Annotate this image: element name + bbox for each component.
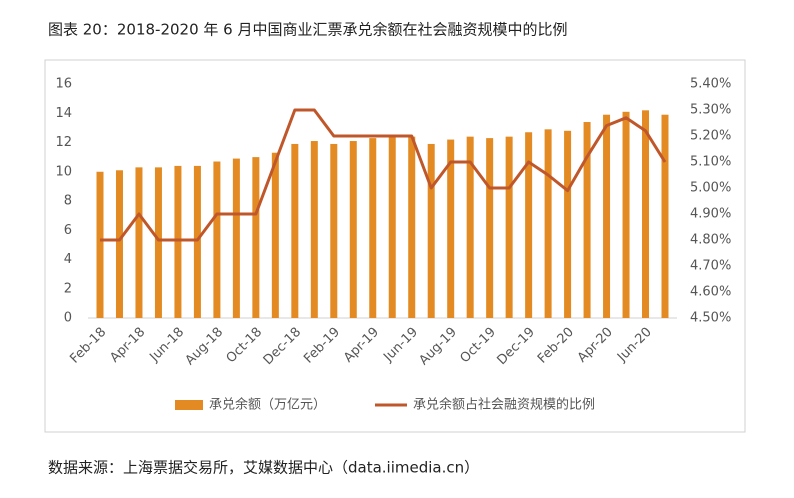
x-tick-label: Dec-18 bbox=[261, 325, 304, 368]
y-tick-label: 14 bbox=[55, 106, 72, 121]
bar bbox=[466, 136, 474, 318]
x-tick-label: Feb-18 bbox=[67, 325, 109, 367]
bar bbox=[486, 138, 494, 318]
bar bbox=[564, 130, 572, 318]
y-tick-label: 2 bbox=[64, 281, 72, 296]
bar bbox=[622, 111, 630, 318]
y2-tick-label: 5.30% bbox=[690, 103, 731, 118]
y-tick-label: 6 bbox=[64, 223, 72, 238]
bar bbox=[174, 165, 182, 318]
y-tick-label: 0 bbox=[64, 311, 72, 326]
x-tick-label: Jun-20 bbox=[614, 325, 655, 366]
legend-swatch bbox=[175, 400, 203, 410]
bar bbox=[642, 110, 650, 318]
x-tick-label: Aug-19 bbox=[416, 325, 460, 369]
bar bbox=[232, 158, 240, 318]
bar bbox=[505, 136, 513, 318]
bar bbox=[603, 114, 611, 319]
line bbox=[100, 108, 667, 242]
bar bbox=[369, 138, 377, 318]
y-tick-label: 10 bbox=[55, 164, 72, 179]
bar bbox=[330, 143, 338, 318]
plot-frame bbox=[44, 59, 746, 433]
legend-label: 承兑余额（万亿元） bbox=[209, 397, 326, 413]
y2-tick-label: 5.40% bbox=[690, 77, 731, 92]
x-tick-label: Apr-18 bbox=[107, 325, 148, 366]
bar bbox=[291, 143, 299, 318]
y2-tick-label: 4.80% bbox=[690, 233, 731, 248]
x-tick-label: Oct-19 bbox=[457, 325, 499, 367]
y-tick-label: 16 bbox=[55, 77, 72, 92]
x-tick-label: Dec-19 bbox=[495, 325, 538, 368]
bar bbox=[427, 143, 435, 318]
x-tick-label: Apr-19 bbox=[341, 325, 382, 366]
chart-title: 图表 20：2018-2020 年 6 月中国商业汇票承兑余额在社会融资规模中的… bbox=[48, 21, 567, 39]
bar bbox=[525, 132, 533, 318]
x-tick-label: Aug-18 bbox=[183, 325, 227, 369]
x-tick-label: Apr-20 bbox=[575, 325, 616, 366]
legend-label: 承兑余额占社会融资规模的比例 bbox=[413, 397, 595, 413]
bar bbox=[583, 122, 591, 319]
x-tick-label: Oct-18 bbox=[224, 325, 266, 367]
x-tick-label: Feb-20 bbox=[535, 325, 577, 367]
bar bbox=[193, 165, 201, 318]
bar bbox=[388, 136, 396, 318]
y2-tick-label: 5.10% bbox=[690, 155, 731, 170]
y2-tick-label: 4.90% bbox=[690, 207, 731, 222]
source-note: 数据来源：上海票据交易所，艾媒数据中心（data.iimedia.cn） bbox=[48, 459, 479, 477]
y2-tick-label: 5.00% bbox=[690, 181, 731, 196]
bar bbox=[271, 152, 279, 318]
bar bbox=[135, 167, 143, 318]
y2-tick-label: 4.60% bbox=[690, 285, 731, 300]
bar bbox=[408, 136, 416, 318]
bar bbox=[447, 139, 455, 318]
x-tick-label: Jun-18 bbox=[147, 325, 188, 366]
y-tick-label: 12 bbox=[55, 135, 72, 150]
y-tick-label: 8 bbox=[64, 194, 72, 209]
x-tick-label: Feb-19 bbox=[301, 325, 343, 367]
bar bbox=[349, 141, 357, 318]
y2-tick-label: 4.70% bbox=[690, 259, 731, 274]
y2-tick-label: 4.50% bbox=[690, 311, 731, 326]
bar bbox=[96, 171, 104, 318]
bar bbox=[661, 114, 669, 319]
bar bbox=[213, 161, 221, 318]
bar bbox=[115, 170, 123, 318]
bar bbox=[252, 157, 260, 318]
bar bbox=[544, 129, 552, 318]
x-tick-label: Jun-19 bbox=[380, 325, 421, 366]
bar bbox=[310, 141, 318, 318]
bar bbox=[154, 167, 162, 318]
y2-tick-label: 5.20% bbox=[690, 129, 731, 144]
y-tick-label: 4 bbox=[64, 252, 72, 267]
